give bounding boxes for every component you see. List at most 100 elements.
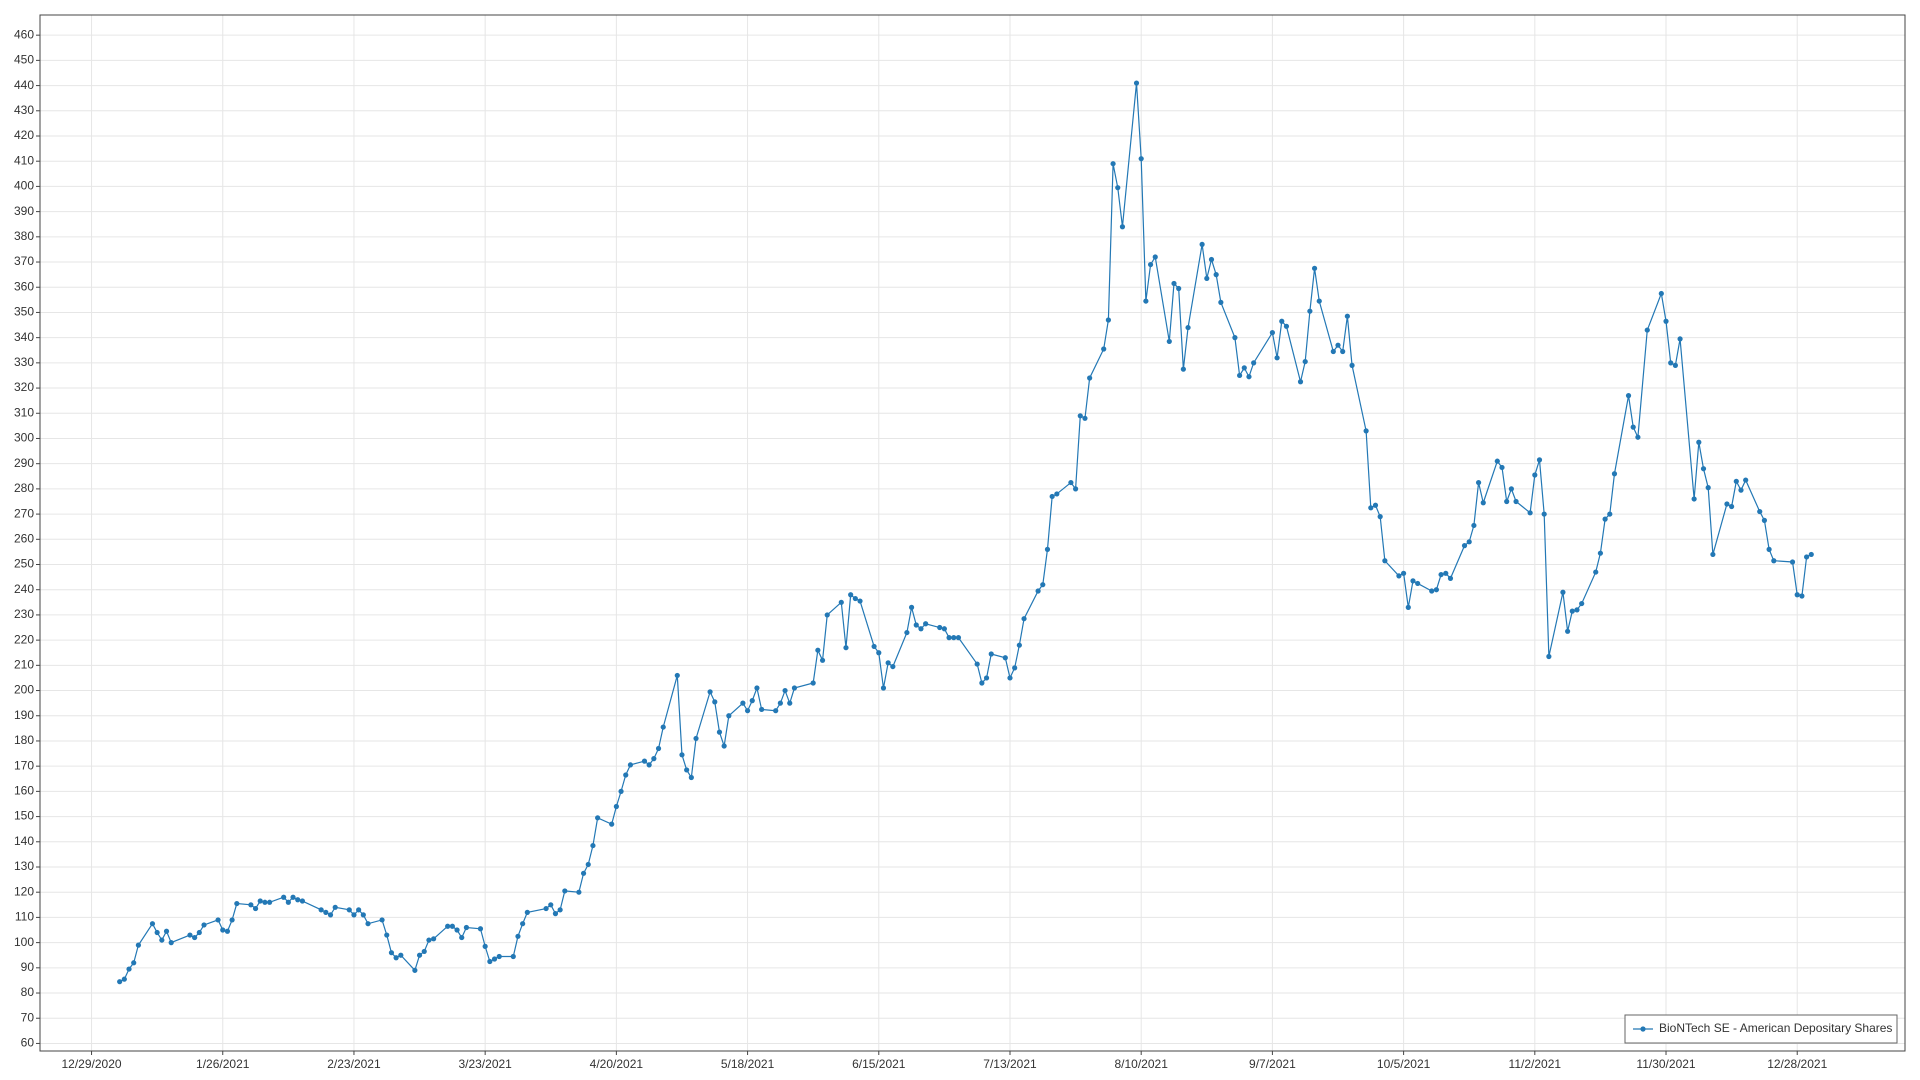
point — [416, 952, 423, 958]
point — [857, 598, 863, 604]
point — [1349, 362, 1355, 368]
point — [1133, 80, 1140, 86]
point — [1269, 330, 1275, 336]
point — [229, 917, 235, 923]
point — [1138, 156, 1144, 162]
point — [679, 752, 685, 758]
point — [463, 924, 470, 931]
point — [215, 917, 221, 923]
x-tick-label: 11/2/2021 — [1509, 1057, 1562, 1071]
point — [477, 926, 484, 932]
point — [327, 912, 334, 918]
point — [941, 626, 947, 632]
point — [1513, 498, 1519, 505]
y-tick-label: 260 — [14, 531, 34, 545]
point — [946, 635, 952, 641]
point — [163, 928, 170, 934]
point — [595, 815, 601, 821]
point — [716, 729, 723, 735]
y-tick-label: 170 — [14, 758, 34, 772]
point — [1311, 265, 1318, 271]
point — [848, 592, 854, 598]
point — [267, 899, 273, 905]
point — [346, 907, 352, 913]
point — [1040, 582, 1046, 588]
x-tick-label: 9/7/2021 — [1249, 1057, 1296, 1071]
point — [979, 680, 985, 686]
point — [126, 966, 132, 972]
x-tick-label: 2/23/2021 — [327, 1057, 381, 1071]
point — [384, 932, 390, 938]
point — [983, 675, 990, 681]
point — [955, 635, 962, 641]
point — [224, 928, 231, 934]
point — [454, 927, 460, 933]
point — [1504, 498, 1510, 505]
point — [1044, 546, 1051, 552]
point — [1527, 510, 1533, 516]
point — [1344, 313, 1350, 319]
point — [688, 774, 694, 781]
point — [515, 933, 521, 939]
y-tick-label: 140 — [14, 834, 34, 848]
point — [1410, 578, 1416, 584]
point — [1625, 393, 1632, 399]
y-tick-label: 360 — [14, 279, 34, 293]
y-tick-label: 400 — [14, 179, 34, 193]
point — [1597, 550, 1604, 556]
point — [201, 922, 207, 928]
point — [1218, 299, 1224, 305]
legend-box — [1624, 1014, 1898, 1044]
point — [1077, 413, 1083, 419]
point — [524, 909, 530, 915]
point — [660, 724, 666, 730]
point — [824, 612, 830, 618]
point — [1415, 580, 1421, 587]
point — [1110, 161, 1116, 167]
point — [445, 923, 451, 929]
point — [885, 660, 891, 666]
point — [838, 599, 844, 605]
point — [1663, 318, 1669, 324]
point — [1035, 588, 1041, 594]
y-tick-label: 390 — [14, 204, 34, 218]
point — [398, 952, 404, 958]
point — [782, 687, 788, 694]
y-tick-label: 310 — [14, 405, 34, 419]
x-tick-label: 4/20/2021 — [590, 1057, 644, 1071]
point — [876, 650, 882, 656]
y-tick-label: 380 — [14, 229, 34, 243]
point — [609, 821, 615, 827]
y-tick-label: 130 — [14, 859, 34, 873]
point — [1536, 457, 1543, 463]
point — [1307, 308, 1313, 314]
x-tick-label: 10/5/2021 — [1377, 1057, 1431, 1071]
point — [843, 645, 849, 651]
point — [323, 909, 329, 915]
point — [1499, 464, 1505, 471]
point — [1199, 241, 1205, 247]
grid — [40, 15, 1905, 1051]
point — [1330, 348, 1336, 355]
point — [871, 643, 877, 650]
point — [552, 911, 559, 917]
point — [1054, 491, 1060, 497]
point — [684, 767, 690, 773]
point — [1803, 554, 1810, 560]
point — [1565, 628, 1571, 634]
point — [1546, 653, 1552, 660]
point — [1274, 355, 1280, 361]
point — [1611, 471, 1618, 477]
point — [1738, 487, 1744, 493]
point — [1166, 338, 1172, 345]
point — [1082, 415, 1088, 421]
point — [1007, 675, 1013, 681]
point — [1799, 593, 1805, 599]
point — [1101, 346, 1107, 352]
point — [192, 934, 198, 941]
point — [262, 899, 268, 905]
point — [1789, 559, 1796, 565]
point — [1087, 375, 1093, 381]
point — [257, 898, 263, 904]
point — [248, 902, 254, 908]
